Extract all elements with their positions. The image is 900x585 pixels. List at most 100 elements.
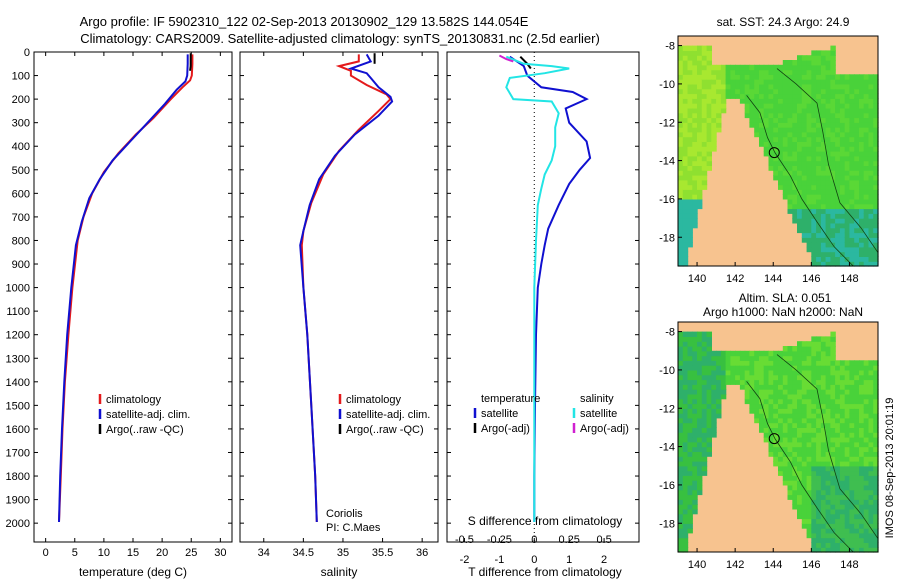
- sla-map-cell: [701, 350, 708, 357]
- sst-map-cell: [678, 151, 684, 157]
- sla-map-cell: [816, 365, 822, 371]
- sla-map-cell: [868, 422, 874, 428]
- sla-map-cell: [811, 528, 817, 534]
- sla-map-cell: [792, 374, 798, 381]
- sla-map-cell: [687, 437, 693, 443]
- sst-map-cell: [820, 98, 827, 104]
- sst-map-cell: [863, 83, 870, 90]
- sst-map-cell: [768, 93, 774, 99]
- sla-map-cell: [701, 403, 708, 409]
- sla-map-cell: [697, 422, 703, 428]
- sst-map-cell: [854, 160, 860, 166]
- sla-map-cell: [830, 465, 836, 472]
- sla-map-cell: [863, 523, 870, 529]
- sla-map-cell: [682, 379, 689, 385]
- sst-map-cell: [678, 50, 684, 56]
- sst-map-cell: [792, 160, 798, 166]
- sla-map-cell: [801, 369, 808, 376]
- sla-map-cell: [773, 413, 779, 419]
- sst-map-cell: [859, 170, 865, 176]
- sst-map-cell: [844, 112, 851, 119]
- sst-map-cell: [687, 189, 693, 195]
- sla-map-cell: [768, 369, 774, 376]
- sla-map-cell: [873, 465, 879, 472]
- sst-map-cell: [835, 203, 841, 210]
- sla-map-cell: [825, 494, 831, 500]
- sla-map-cell: [825, 384, 831, 390]
- sst-map-cell: [754, 122, 760, 128]
- sla-map-cell: [678, 393, 684, 400]
- sla-map-cell: [692, 403, 698, 409]
- sst-map-cell: [811, 246, 817, 253]
- sst-map-cell: [801, 194, 808, 200]
- sla-map-cell: [773, 369, 779, 376]
- sst-map-cell: [701, 98, 708, 104]
- sla-map-cell: [825, 427, 831, 433]
- sst-map-cell: [839, 103, 846, 109]
- sst-map-cell: [844, 98, 851, 104]
- sla-map-cell: [735, 360, 741, 366]
- sla-map-cell: [844, 480, 851, 486]
- sst-map-cell: [830, 179, 836, 186]
- depth-tick-label-7: 700: [12, 212, 30, 224]
- sla-map-cell: [806, 417, 812, 424]
- sst-map-cell: [816, 64, 822, 71]
- sst-map-cell: [849, 136, 855, 142]
- sla-map-cell: [797, 417, 803, 424]
- sla-map-cell: [830, 446, 836, 452]
- sst-map-cell: [697, 64, 703, 71]
- sst-map-cell: [678, 189, 684, 195]
- sst-map-cell: [863, 194, 870, 200]
- sla-map-cell: [687, 465, 693, 472]
- sla-map-cell: [835, 369, 841, 376]
- sla-map-cell: [701, 422, 708, 428]
- sst-map-cell: [811, 117, 817, 123]
- sst-map-cell: [692, 103, 698, 109]
- sst-map-cell: [778, 165, 784, 171]
- sla-map-cell: [839, 475, 846, 481]
- sla-map-cell: [801, 417, 808, 424]
- sst-map-cell: [782, 74, 789, 80]
- sst-map-cell: [773, 170, 779, 176]
- sst-map-cell: [825, 194, 831, 200]
- sla-map-cell: [778, 441, 784, 448]
- sla-map-cell: [682, 470, 689, 476]
- sla-map-cell: [782, 360, 789, 366]
- sla-map-cell: [839, 504, 846, 510]
- sla-map-cell: [720, 365, 727, 371]
- sla-map-cell: [706, 437, 712, 443]
- sla-map-cell: [820, 432, 827, 438]
- sst-map-cell: [782, 103, 789, 109]
- sla-map-cell: [854, 422, 860, 428]
- sla-map-cell: [692, 441, 698, 448]
- sla-map-cell: [678, 365, 684, 371]
- sla-map-cell: [873, 393, 879, 400]
- sla-map-cell: [763, 437, 770, 443]
- sst-map-cell: [701, 69, 708, 75]
- sst-map-cell: [839, 127, 846, 133]
- sla-map-cell: [863, 542, 870, 548]
- sst-map-cell: [701, 170, 708, 176]
- sla-map-cell: [706, 427, 712, 433]
- sla-map-cell: [716, 398, 722, 405]
- sla-map-cell: [868, 504, 874, 510]
- sla-map-cell: [749, 355, 755, 361]
- sla-map-cell: [835, 374, 841, 381]
- sst-map-cell: [844, 246, 851, 253]
- sla-map-cell: [730, 350, 736, 357]
- sst-map-cell: [801, 198, 808, 205]
- sla-map-cell: [816, 350, 822, 357]
- sst-map-cell: [873, 194, 879, 200]
- sla-map-cell: [782, 379, 789, 385]
- sla-map-cell: [782, 393, 789, 400]
- sst-map-cell: [782, 112, 789, 119]
- sst-map-cell: [778, 136, 784, 142]
- sst-map-cell: [844, 227, 851, 234]
- sst-map-cell: [687, 194, 693, 200]
- sla-map-cell: [697, 403, 703, 409]
- sla-map-cell: [744, 384, 751, 390]
- sla-map-cell: [868, 480, 874, 486]
- temperature-series-1-line: [58, 54, 189, 523]
- sla-map-cell: [825, 523, 831, 529]
- sla-map-cell: [816, 413, 822, 419]
